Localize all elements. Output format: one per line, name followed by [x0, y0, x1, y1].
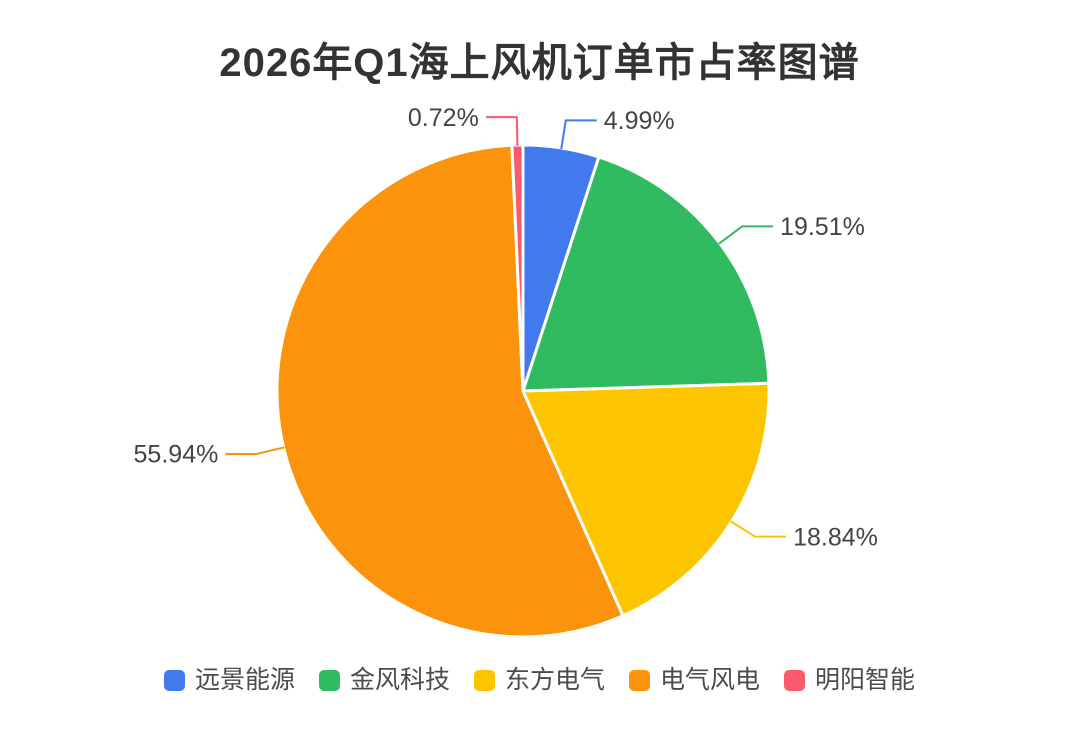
percent-label-goldwind: 19.51%	[780, 213, 865, 241]
legend: 远景能源 金风科技 东方电气 电气风电 明阳智能	[0, 666, 1079, 694]
percent-label-envision: 4.99%	[604, 107, 675, 135]
legend-label-mingyang: 明阳智能	[815, 666, 916, 694]
legend-item-envision[interactable]: 远景能源	[163, 666, 295, 694]
legend-label-electric-wind: 电气风电	[660, 666, 761, 694]
legend-item-dongfang[interactable]: 东方电气	[473, 666, 605, 694]
legend-item-mingyang[interactable]: 明阳智能	[784, 666, 915, 694]
legend-marker-envision-icon	[163, 669, 185, 691]
legend-item-goldwind[interactable]: 金风科技	[318, 666, 450, 694]
legend-marker-dongfang-icon	[473, 669, 495, 691]
percent-label-dongfang: 18.84%	[793, 523, 878, 551]
label-line-mingyang	[485, 116, 519, 147]
legend-marker-electric-wind-icon	[629, 669, 650, 691]
legend-marker-goldwind-icon	[318, 669, 340, 691]
label-line-goldwind	[718, 225, 774, 245]
label-line-envision	[560, 119, 597, 150]
percent-label-electric-wind: 55.94%	[134, 441, 219, 469]
label-line-electric-wind	[225, 446, 285, 455]
legend-item-electric-wind[interactable]: 电气风电	[629, 666, 760, 694]
legend-marker-mingyang-icon	[784, 669, 806, 691]
label-line-dongfang	[729, 520, 787, 538]
legend-label-envision: 远景能源	[194, 666, 295, 694]
legend-label-dongfang: 东方电气	[504, 666, 605, 694]
legend-label-goldwind: 金风科技	[349, 666, 450, 694]
percent-label-mingyang: 0.72%	[408, 104, 479, 132]
chart-title: 2026年Q1海上风机订单市占率图谱	[219, 41, 860, 85]
